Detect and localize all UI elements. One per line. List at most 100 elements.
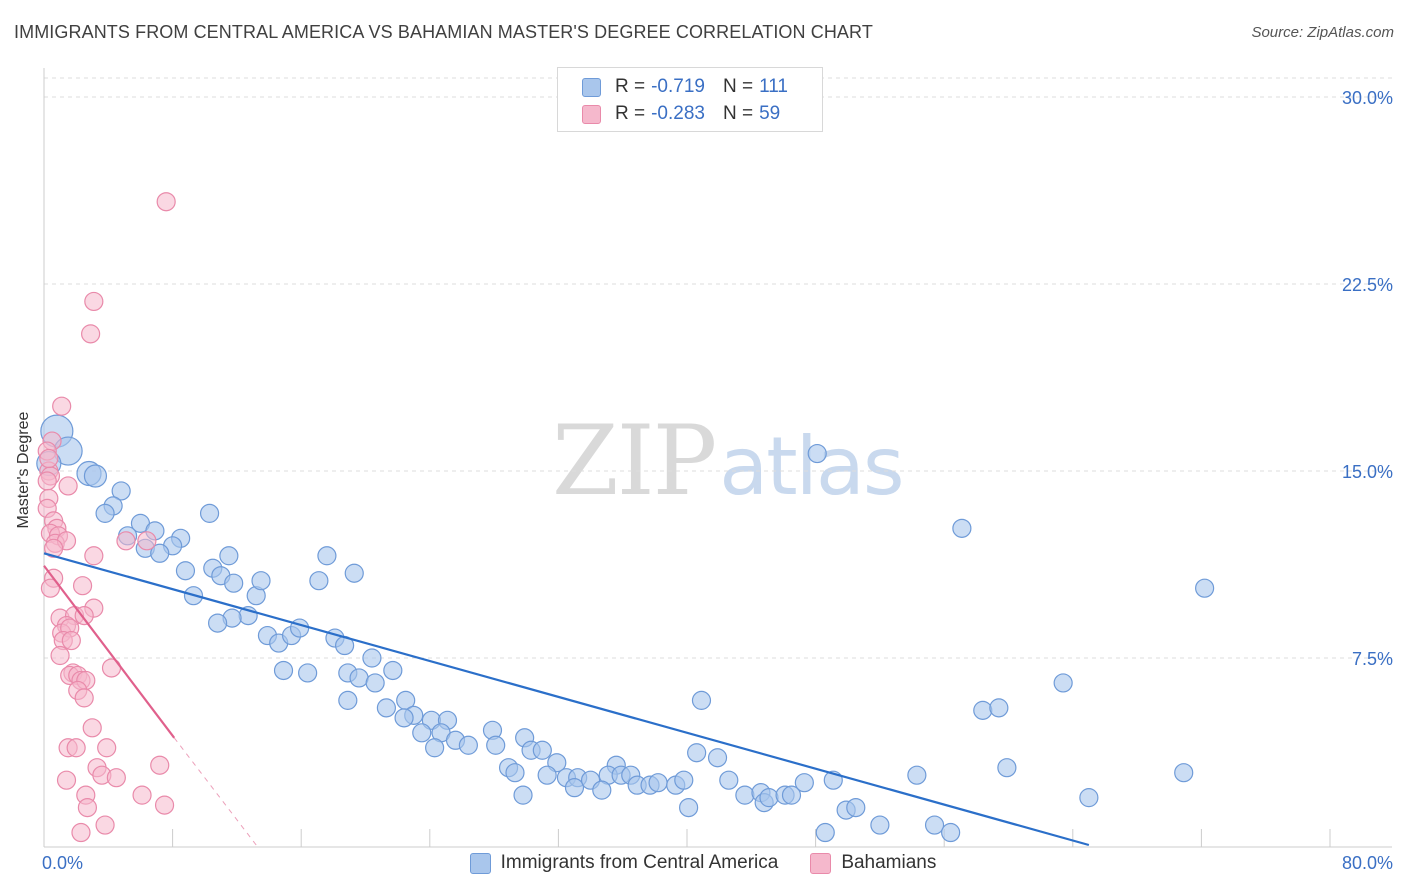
data-point-central-america: [815, 822, 835, 843]
data-point-central-america: [458, 735, 478, 755]
data-point-central-america: [870, 815, 890, 835]
data-point-central-america: [338, 690, 358, 710]
legend-row-bahamians: R = -0.283 N = 59: [582, 102, 798, 126]
y-tick-label: 15.0%: [1342, 462, 1393, 482]
watermark-atlas: atlas: [719, 420, 904, 513]
x-tick-label: 80.0%: [1342, 853, 1393, 873]
data-point-bahamians: [137, 531, 157, 551]
data-point-bahamians: [40, 578, 61, 598]
data-point-central-america: [564, 778, 585, 798]
data-point-central-america: [309, 571, 329, 591]
data-point-central-america: [674, 770, 694, 790]
data-point-bahamians: [44, 538, 64, 558]
data-point-central-america: [317, 546, 337, 566]
data-point-bahamians: [150, 755, 170, 775]
data-point-central-america: [1195, 578, 1215, 598]
series-bahamians-points: [37, 192, 176, 843]
legend-row-central-america: R = -0.719 N = 111: [582, 75, 806, 99]
data-point-central-america: [532, 740, 552, 760]
data-point-central-america: [794, 773, 814, 793]
legend-swatch-pink: [582, 104, 601, 124]
data-point-bahamians: [116, 531, 136, 551]
data-point-central-america: [362, 648, 382, 668]
data-point-central-america: [273, 660, 294, 681]
legend-n-label: N =: [722, 76, 754, 97]
data-point-bahamians: [95, 815, 115, 835]
data-point-central-america: [759, 788, 779, 808]
data-point-central-america: [707, 748, 728, 768]
data-point-central-america: [924, 815, 945, 835]
legend-swatch-blue: [469, 852, 491, 874]
data-point-bahamians: [58, 476, 78, 496]
y-tick-label: 30.0%: [1342, 88, 1393, 108]
series-legend: Immigrants from Central America Bahamian…: [0, 852, 1406, 874]
data-point-central-america: [907, 765, 927, 785]
legend-r-value: -0.719: [651, 76, 705, 97]
legend-r-label: R =: [615, 76, 646, 97]
watermark: ZIPatlas: [552, 405, 905, 517]
data-point-bahamians: [132, 785, 152, 805]
source-credit: Source: ZipAtlas.com: [1251, 24, 1394, 41]
y-tick-label: 7.5%: [1352, 649, 1393, 669]
trend-line-central-america: [43, 552, 1090, 847]
trend-line-bahamians: [43, 565, 176, 739]
data-point-central-america: [679, 797, 699, 818]
chart-title: IMMIGRANTS FROM CENTRAL AMERICA VS BAHAM…: [14, 22, 873, 42]
data-point-central-america: [251, 571, 271, 591]
data-point-bahamians: [156, 192, 176, 212]
data-point-central-america: [735, 785, 755, 805]
data-point-bahamians: [74, 688, 94, 708]
data-point-central-america: [537, 765, 557, 785]
data-point-central-america: [687, 743, 707, 763]
data-point-bahamians: [72, 576, 93, 596]
trend-line-bahamians-extension: [173, 737, 257, 846]
data-point-central-america: [224, 573, 244, 593]
legend-item-bahamians[interactable]: Bahamians: [810, 852, 936, 874]
data-point-central-america: [941, 822, 961, 843]
data-point-central-america: [425, 738, 445, 758]
data-point-central-america: [719, 770, 739, 790]
data-point-bahamians: [82, 718, 102, 738]
data-point-bahamians: [66, 738, 86, 758]
data-point-bahamians: [77, 797, 98, 818]
data-point-central-america: [383, 660, 403, 681]
data-point-central-america: [365, 673, 385, 693]
data-point-central-america: [989, 698, 1009, 718]
legend-r-value: -0.283: [651, 103, 705, 124]
data-point-bahamians: [39, 448, 59, 469]
legend-label-central-america: Immigrants from Central America: [500, 852, 779, 873]
legend-swatch-blue: [582, 77, 601, 97]
data-point-central-america: [1174, 763, 1194, 783]
data-point-central-america: [505, 763, 525, 783]
data-point-bahamians: [81, 324, 101, 344]
axes: [43, 68, 1392, 848]
legend-r-label: R =: [615, 103, 646, 124]
data-point-bahamians: [37, 471, 57, 491]
legend-n-label: N =: [722, 103, 754, 124]
data-point-bahamians: [84, 546, 104, 566]
legend-item-central-america[interactable]: Immigrants from Central America: [469, 852, 779, 874]
data-point-central-america: [199, 503, 220, 523]
data-point-bahamians: [56, 770, 77, 790]
data-point-central-america: [486, 735, 506, 755]
data-point-central-america: [592, 780, 612, 800]
data-point-central-america: [846, 797, 866, 818]
data-point-bahamians: [106, 768, 126, 788]
data-point-central-america: [298, 663, 318, 683]
data-point-bahamians: [52, 396, 72, 416]
data-point-central-america: [376, 698, 396, 718]
data-point-central-america: [150, 543, 170, 563]
series-central-america-points: [36, 414, 1215, 843]
data-point-central-america: [208, 613, 228, 633]
data-point-central-america: [349, 668, 369, 688]
data-point-central-america: [952, 518, 972, 538]
stats-legend: R = -0.719 N = 111 R = -0.283 N = 59: [557, 67, 823, 132]
legend-label-bahamians: Bahamians: [841, 852, 937, 873]
grid-lines: [44, 77, 1392, 659]
legend-swatch-pink: [810, 852, 832, 874]
data-point-central-america: [344, 563, 364, 583]
watermark-zip: ZIP: [552, 405, 717, 517]
data-point-bahamians: [84, 291, 104, 312]
data-point-central-america: [219, 546, 239, 566]
